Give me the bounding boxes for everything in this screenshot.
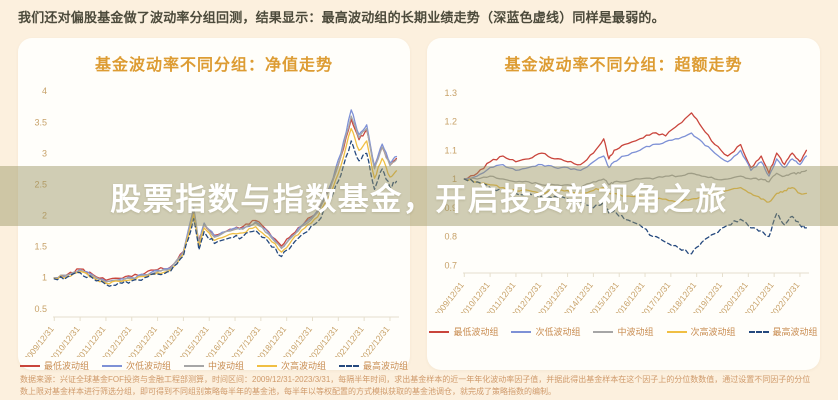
legend-label: 次高波动组 — [281, 361, 327, 371]
legend-line-swatch — [183, 364, 204, 367]
svg-text:0.9: 0.9 — [444, 203, 457, 213]
legend-item: 中波动组 — [593, 325, 654, 338]
legend-item: 次高波动组 — [257, 359, 326, 372]
excess-chart-title: 基金波动率不同分组：超额走势 — [504, 57, 743, 74]
legend-item: 最低波动组 — [19, 359, 89, 372]
legend-line-swatch — [429, 330, 450, 333]
excess-trend-chart: 1.31.21.110.90.80.72009/12/312010/12/312… — [431, 88, 809, 313]
page-header-text: 我们还对偏股基金做了波动率分组回测，结果显示：最高波动组的长期业绩走势（深蓝色虚… — [18, 10, 665, 25]
svg-text:1.2: 1.2 — [444, 117, 457, 127]
banner-overlay: 股票指数与指数基金，开启投资新视角之旅 — [0, 166, 838, 226]
svg-text:3.5: 3.5 — [34, 117, 47, 127]
legend-line-swatch — [257, 364, 277, 367]
footnote-text: 数据来源：兴证全球基金FOF投资与金融工程部测算，时间区间：2009/12/31… — [20, 375, 811, 397]
legend-label: 次高波动组 — [690, 327, 736, 337]
legend-line-swatch — [19, 364, 40, 367]
legend-label: 最低波动组 — [43, 361, 89, 371]
legend-line-swatch — [339, 364, 360, 367]
nav-chart-title: 基金波动率不同分组：净值走势 — [94, 57, 333, 74]
nav-chart-legend: 最低波动组 次低波动组 中波动组 次高波动组 最高波动组 — [18, 359, 410, 372]
legend-label: 次低波动组 — [535, 327, 581, 337]
legend-item: 次高波动组 — [666, 325, 736, 338]
svg-text:1: 1 — [451, 174, 456, 184]
legend-item: 最低波动组 — [429, 325, 498, 338]
legend-label: 最高波动组 — [772, 327, 818, 337]
svg-text:1.5: 1.5 — [34, 242, 47, 252]
legend-line-swatch — [511, 330, 532, 333]
svg-text:1.1: 1.1 — [444, 145, 457, 155]
legend-item: 次低波动组 — [101, 359, 171, 372]
legend-line-swatch — [593, 330, 614, 333]
legend-line-swatch — [101, 364, 122, 367]
legend-item: 最高波动组 — [339, 359, 408, 372]
nav-trend-chart-card: 基金波动率不同分组：净值走势 4 3.5 3 2.5 2 1.5 1 0.5 2009/12/3… — [18, 38, 410, 372]
legend-label: 中波动组 — [207, 361, 244, 371]
svg-text:1.3: 1.3 — [444, 88, 457, 98]
legend-label: 次低波动组 — [125, 361, 171, 371]
svg-text:3: 3 — [42, 148, 47, 158]
svg-text:4: 4 — [42, 86, 47, 96]
legend-label: 最高波动组 — [363, 361, 409, 371]
legend-line-swatch — [748, 330, 769, 333]
svg-text:0.8: 0.8 — [444, 232, 457, 242]
legend-label: 最低波动组 — [453, 327, 499, 337]
legend-item: 中波动组 — [183, 359, 244, 372]
legend-item: 最高波动组 — [748, 325, 818, 338]
svg-text:2.5: 2.5 — [34, 179, 47, 189]
svg-text:2: 2 — [42, 211, 47, 221]
svg-text:0.7: 0.7 — [444, 260, 457, 270]
legend-line-swatch — [666, 330, 687, 333]
excess-trend-chart-card: 基金波动率不同分组：超额走势 1.3 1.2 1.1 1 0.9 0.8 0.7 2009/1… — [427, 38, 820, 370]
legend-label: 中波动组 — [617, 327, 654, 337]
excess-chart-legend: 最低波动组 次低波动组 中波动组 次高波动组 最高波动组 — [427, 325, 820, 338]
svg-text:0.5: 0.5 — [34, 304, 47, 314]
legend-item: 次低波动组 — [511, 325, 580, 338]
nav-trend-chart: 43.532.521.510.52009/12/312010/12/312011… — [22, 86, 399, 357]
banner-title: 股票指数与指数基金，开启投资新视角之旅 — [110, 181, 728, 217]
svg-text:1: 1 — [42, 273, 47, 283]
